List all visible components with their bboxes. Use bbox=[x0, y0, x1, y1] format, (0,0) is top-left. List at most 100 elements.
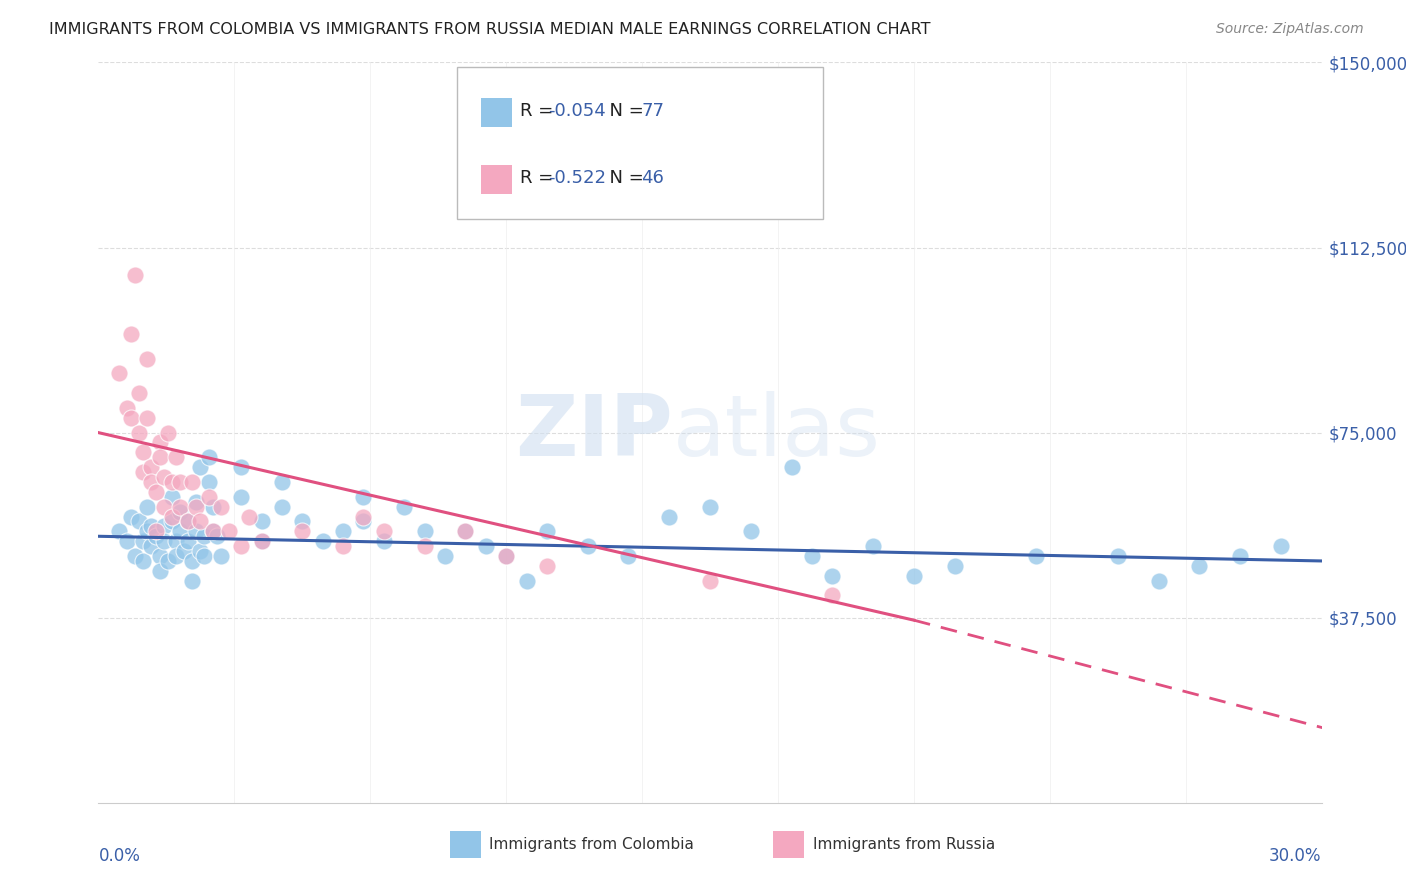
Point bbox=[165, 450, 187, 465]
Point bbox=[352, 515, 374, 529]
Text: N =: N = bbox=[598, 169, 650, 187]
Point bbox=[152, 534, 174, 549]
Point bbox=[141, 475, 163, 489]
Text: -0.522: -0.522 bbox=[548, 169, 606, 187]
Point bbox=[352, 509, 374, 524]
Point bbox=[145, 484, 167, 499]
Point bbox=[193, 549, 215, 563]
Point bbox=[201, 524, 224, 539]
Point bbox=[943, 558, 966, 573]
Point bbox=[373, 524, 395, 539]
Point bbox=[132, 445, 155, 459]
Point bbox=[128, 386, 150, 401]
Point bbox=[193, 529, 215, 543]
Point bbox=[1147, 574, 1170, 588]
Text: Immigrants from Colombia: Immigrants from Colombia bbox=[489, 838, 695, 852]
Point bbox=[197, 475, 219, 489]
Point bbox=[160, 490, 183, 504]
Text: 30.0%: 30.0% bbox=[1270, 847, 1322, 865]
Point bbox=[205, 529, 228, 543]
Point bbox=[156, 554, 179, 568]
Point bbox=[188, 544, 212, 558]
Point bbox=[141, 519, 163, 533]
Point bbox=[132, 465, 155, 479]
Point bbox=[160, 515, 183, 529]
Point bbox=[188, 515, 212, 529]
Point bbox=[740, 524, 762, 539]
Point bbox=[145, 529, 167, 543]
Text: Immigrants from Russia: Immigrants from Russia bbox=[813, 838, 995, 852]
Point bbox=[181, 574, 204, 588]
Point bbox=[132, 534, 155, 549]
Point bbox=[495, 549, 517, 563]
Point bbox=[197, 450, 219, 465]
Point bbox=[177, 534, 200, 549]
Point bbox=[576, 539, 599, 553]
Point bbox=[156, 425, 179, 440]
Text: IMMIGRANTS FROM COLOMBIA VS IMMIGRANTS FROM RUSSIA MEDIAN MALE EARNINGS CORRELAT: IMMIGRANTS FROM COLOMBIA VS IMMIGRANTS F… bbox=[49, 22, 931, 37]
Point bbox=[250, 534, 273, 549]
Point bbox=[291, 524, 314, 539]
Point bbox=[617, 549, 640, 563]
Point bbox=[136, 500, 159, 514]
Point bbox=[821, 589, 844, 603]
Point bbox=[201, 524, 224, 539]
Point bbox=[201, 500, 224, 514]
Point bbox=[1270, 539, 1292, 553]
Text: ZIP: ZIP bbox=[516, 391, 673, 475]
Point bbox=[124, 268, 146, 282]
Point bbox=[699, 500, 721, 514]
Point bbox=[181, 475, 204, 489]
Point bbox=[270, 500, 294, 514]
Point bbox=[312, 534, 335, 549]
Point bbox=[516, 574, 538, 588]
Point bbox=[136, 524, 159, 539]
Text: 46: 46 bbox=[641, 169, 664, 187]
Text: -0.054: -0.054 bbox=[548, 103, 606, 120]
Text: N =: N = bbox=[598, 103, 650, 120]
Point bbox=[474, 539, 498, 553]
Point bbox=[141, 539, 163, 553]
Point bbox=[152, 470, 174, 484]
Point bbox=[169, 500, 191, 514]
Text: 0.0%: 0.0% bbox=[98, 847, 141, 865]
Point bbox=[128, 425, 150, 440]
Point bbox=[160, 509, 183, 524]
Point bbox=[169, 524, 191, 539]
Point bbox=[862, 539, 884, 553]
Point bbox=[124, 549, 146, 563]
Point bbox=[169, 475, 191, 489]
Point bbox=[108, 524, 131, 539]
Point bbox=[149, 450, 172, 465]
Point bbox=[169, 505, 191, 519]
Point bbox=[177, 515, 200, 529]
Point bbox=[291, 515, 314, 529]
Point bbox=[413, 524, 436, 539]
Point bbox=[149, 564, 172, 578]
Point bbox=[186, 524, 208, 539]
Point bbox=[231, 490, 253, 504]
Point bbox=[332, 524, 354, 539]
Point bbox=[177, 515, 200, 529]
Point bbox=[188, 460, 212, 475]
Point bbox=[413, 539, 436, 553]
Point bbox=[209, 549, 232, 563]
Point bbox=[454, 524, 477, 539]
Point bbox=[238, 509, 260, 524]
Point bbox=[149, 549, 172, 563]
Point bbox=[373, 534, 395, 549]
Point bbox=[218, 524, 240, 539]
Point bbox=[536, 558, 558, 573]
Point bbox=[1229, 549, 1251, 563]
Point bbox=[136, 410, 159, 425]
Point bbox=[186, 500, 208, 514]
Point bbox=[165, 534, 187, 549]
Point bbox=[352, 490, 374, 504]
Point bbox=[434, 549, 457, 563]
Point bbox=[1107, 549, 1129, 563]
Point bbox=[250, 534, 273, 549]
Point bbox=[120, 326, 142, 341]
Point bbox=[186, 494, 208, 508]
Point bbox=[160, 475, 183, 489]
Point bbox=[209, 500, 232, 514]
